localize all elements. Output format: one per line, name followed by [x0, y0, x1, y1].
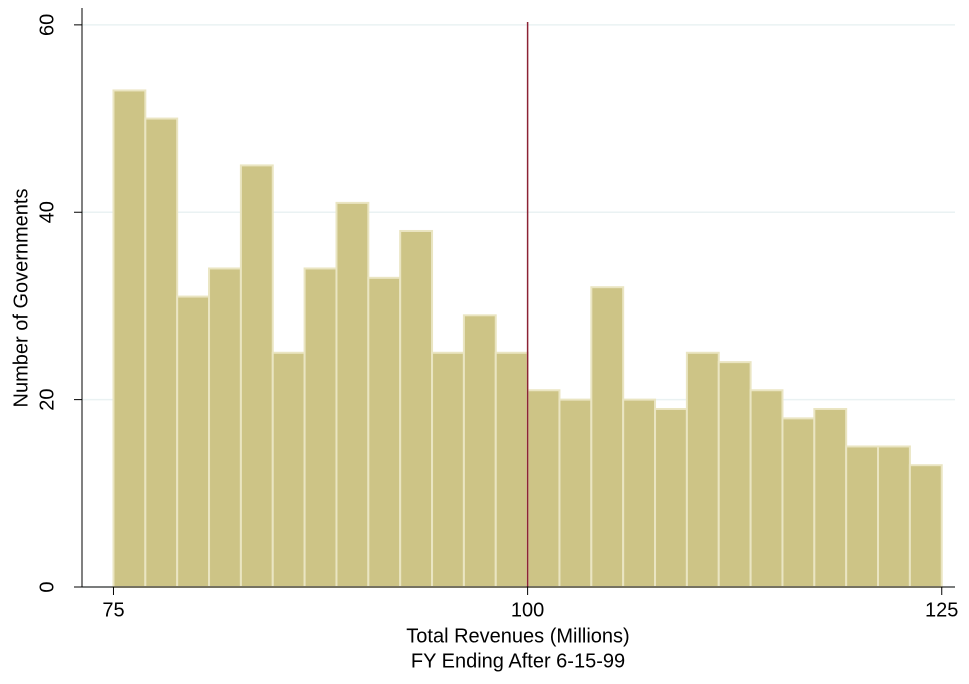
bar	[781, 417, 816, 588]
bar	[208, 267, 242, 588]
bar	[462, 314, 497, 588]
y-tick-label: 40	[36, 201, 58, 223]
bar	[622, 398, 657, 589]
x-axis-label: Total Revenues (Millions)	[406, 625, 629, 647]
y-tick-label: 0	[36, 581, 58, 592]
x-tick-label: 125	[925, 599, 958, 621]
bar	[654, 407, 688, 588]
bar	[239, 164, 274, 588]
y-tick-label: 20	[36, 388, 58, 410]
bar	[590, 286, 625, 588]
x-tick-label: 100	[511, 599, 544, 621]
bar	[845, 445, 880, 589]
bar	[813, 407, 848, 588]
x-tick-label: 75	[102, 599, 124, 621]
bar	[717, 361, 752, 588]
bar	[558, 398, 593, 589]
bar	[303, 267, 338, 588]
bar	[431, 351, 465, 588]
bar	[367, 276, 402, 588]
x-axis-sublabel: FY Ending After 6-15-99	[411, 650, 625, 672]
bar	[176, 295, 211, 588]
y-tick-label: 60	[36, 14, 58, 36]
bar	[908, 464, 943, 589]
bar	[526, 389, 561, 589]
bar	[685, 351, 720, 588]
bar	[112, 89, 147, 589]
bar	[271, 351, 306, 588]
bar	[494, 351, 529, 588]
bar	[877, 445, 911, 589]
y-axis-label: Number of Governments	[10, 189, 32, 408]
bar	[335, 201, 370, 588]
bar	[144, 117, 179, 588]
bar	[399, 229, 434, 588]
bar	[749, 389, 784, 589]
